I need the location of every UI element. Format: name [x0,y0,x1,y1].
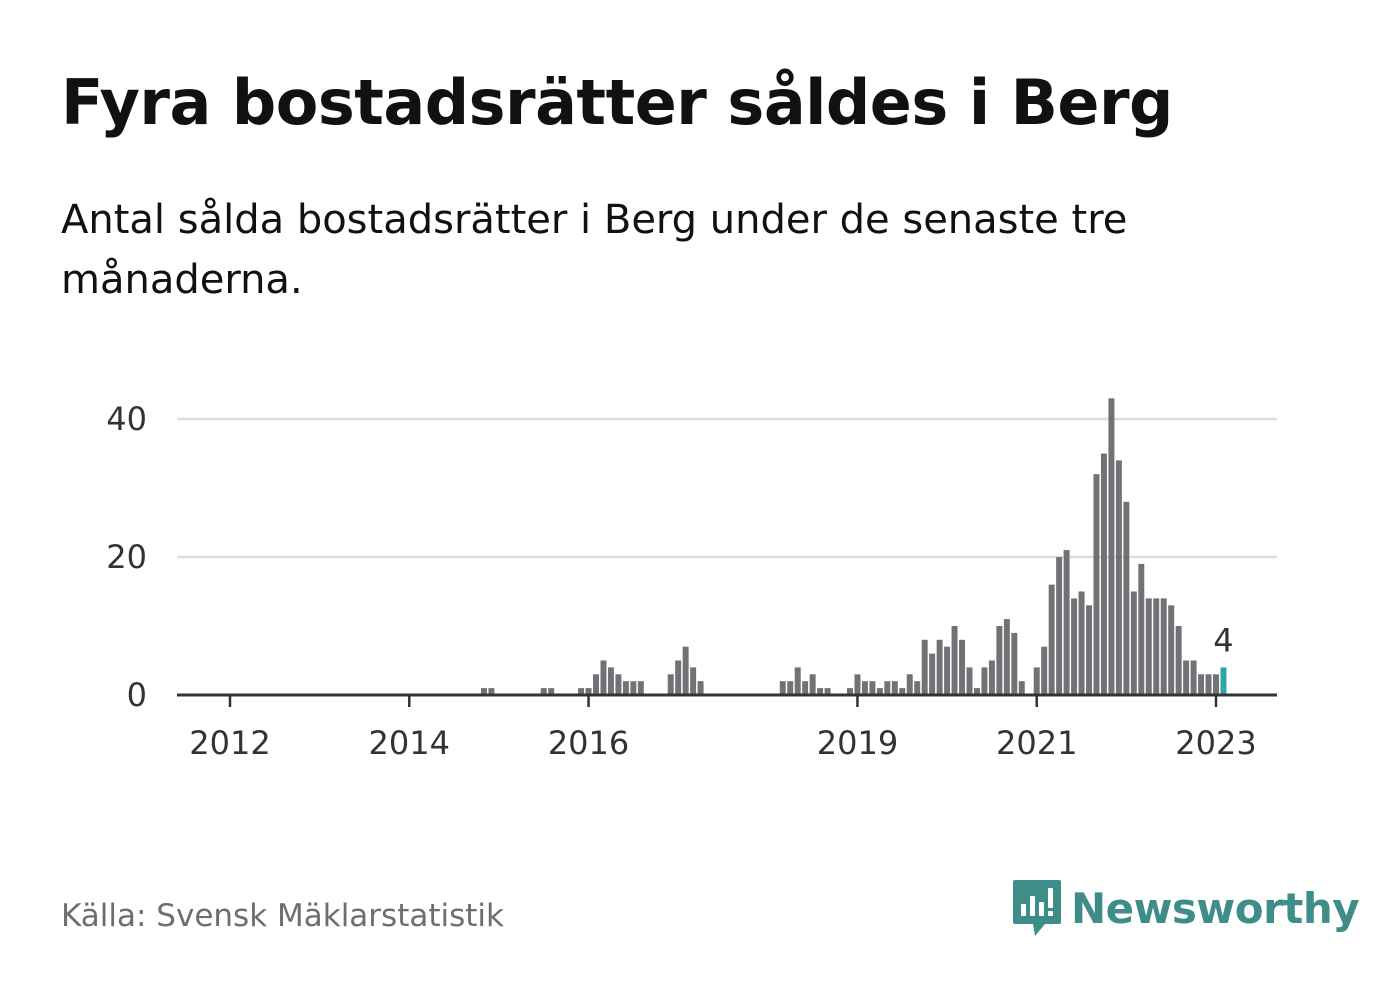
bar-2020-08 [996,626,1003,695]
bar-2014-11 [480,688,487,695]
bar-2019-08 [906,674,913,695]
bar-2021-12 [1115,460,1122,695]
bar-2020-07 [988,660,995,695]
bar-2022-11 [1198,674,1205,695]
bar-2016-01 [585,688,592,695]
bar-2019-03 [869,681,876,695]
bar-2018-08 [817,688,824,695]
bar-2020-05 [973,688,980,695]
bar-2018-06 [802,681,809,695]
bar-2023-02 [1220,667,1227,695]
bar-2018-04 [787,681,794,695]
bar-2016-03 [600,660,607,695]
bar-2020-04 [966,667,973,695]
x-tick-label-2012: 2012 [189,724,270,762]
bar-2017-04 [697,681,704,695]
x-tick-label-2019: 2019 [817,724,898,762]
bar-2016-12 [667,674,674,695]
chart-subtitle: Antal sålda bostadsrätter i Berg under d… [61,197,1128,303]
y-tick-label-20: 20 [106,538,147,576]
y-tick-label-40: 40 [106,400,147,438]
bar-2015-08 [548,688,555,695]
bar-2022-05 [1153,598,1160,695]
bar-2016-05 [615,674,622,695]
bar-2019-01 [854,674,861,695]
bar-2017-01 [675,660,682,695]
bar-2019-04 [876,688,883,695]
bar-2018-07 [809,674,816,695]
bar-2018-09 [824,688,831,695]
bar-2022-03 [1138,563,1145,695]
bar-2020-02 [951,626,958,695]
bar-2017-02 [682,646,689,695]
bar-2022-10 [1190,660,1197,695]
bar-2016-08 [637,681,644,695]
bar-2021-01 [1033,667,1040,695]
bar-2022-04 [1145,598,1152,695]
source-note: Källa: Svensk Mäklarstatistik [61,898,504,934]
bar-2022-12 [1205,674,1212,695]
bar-2020-10 [1011,632,1018,695]
bar-2020-11 [1018,681,1025,695]
bar-2021-06 [1071,598,1078,695]
bar-2021-07 [1078,591,1085,695]
tick-labels: 0 20 40 4 2012 2014 2016 2019 2021 2023 [106,400,1256,762]
bar-2019-02 [861,681,868,695]
bar-2020-03 [959,639,966,695]
brand-name: Newsworthy [1071,883,1360,933]
bar-2016-07 [630,681,637,695]
axes [177,693,1277,707]
x-tick-label-2023: 2023 [1175,724,1256,762]
bar-2022-07 [1168,605,1175,695]
newsworthy-logo-icon [1013,880,1061,936]
bar-2021-03 [1048,584,1055,695]
bar-2022-08 [1175,626,1182,695]
bar-2019-12 [936,639,943,695]
bar-2021-10 [1100,453,1107,695]
bar-2018-05 [794,667,801,695]
bar-2022-01 [1123,501,1130,695]
bar-2014-12 [488,688,495,695]
y-tick-label-0: 0 [127,676,147,714]
bar-2016-04 [607,667,614,695]
bar-2021-04 [1056,557,1063,695]
bar-2015-12 [578,688,585,695]
bar-2023-01 [1213,674,1219,695]
bar-2019-06 [891,681,898,695]
bar-2021-11 [1108,398,1115,695]
bar-2022-02 [1130,591,1137,695]
x-tick-label-2021: 2021 [996,724,1077,762]
bar-2022-09 [1183,660,1190,695]
bar-2019-07 [899,688,906,695]
x-tick-label-2016: 2016 [548,724,629,762]
bar-2020-09 [1003,619,1010,695]
bar-2019-11 [929,653,936,695]
bar-2020-01 [944,646,951,695]
highlight-data-label: 4 [1213,621,1233,659]
bar-2017-03 [690,667,697,695]
x-tick-label-2014: 2014 [369,724,450,762]
bar-2015-07 [540,688,547,695]
bar-2021-05 [1063,550,1070,695]
bar-2019-09 [914,681,921,695]
bar-2016-06 [622,681,629,695]
bar-2022-06 [1160,598,1167,695]
bar-2021-09 [1093,474,1100,695]
bars [480,398,1227,695]
newsworthy-logo: Newsworthy [1011,878,1360,938]
bar-2019-05 [884,681,891,695]
bar-2016-02 [593,674,599,695]
bar-2018-03 [779,681,786,695]
bar-2019-10 [921,639,928,695]
bar-2021-02 [1041,646,1048,695]
bar-2018-12 [847,688,853,695]
chart-title: Fyra bostadsrätter såldes i Berg [61,66,1173,139]
bar-2020-06 [981,667,988,695]
bar-2021-08 [1086,605,1092,695]
